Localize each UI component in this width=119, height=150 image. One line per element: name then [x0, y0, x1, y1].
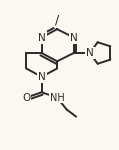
Text: N: N — [86, 48, 94, 58]
Text: N: N — [70, 33, 78, 42]
Text: N: N — [38, 33, 46, 42]
Text: NH: NH — [50, 93, 64, 103]
Text: N: N — [38, 72, 46, 82]
Text: N: N — [38, 33, 46, 42]
Text: N: N — [70, 33, 78, 42]
Text: NH: NH — [50, 93, 64, 103]
Text: O: O — [22, 93, 30, 103]
Text: /: / — [55, 14, 59, 27]
Text: N: N — [86, 48, 94, 58]
Text: O: O — [22, 93, 30, 103]
Text: N: N — [38, 72, 46, 82]
